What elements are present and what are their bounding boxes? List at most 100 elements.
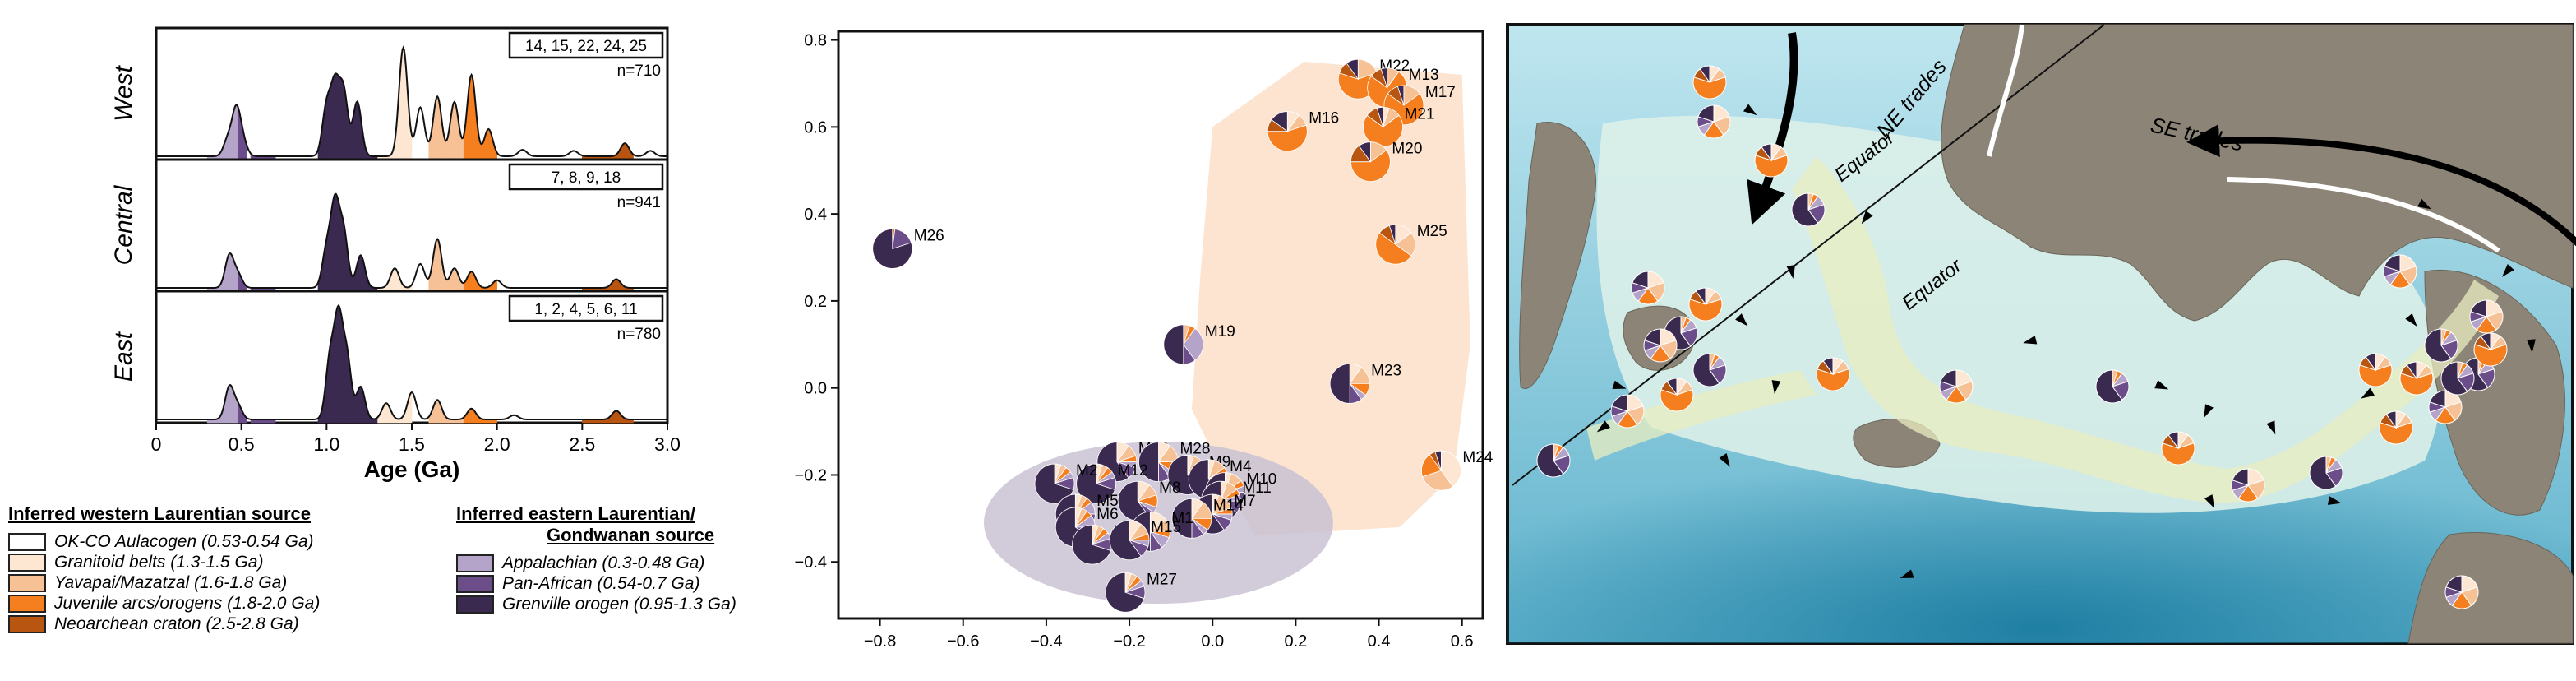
mds-point-m23: M23 — [1329, 362, 1401, 404]
kde-n-label: n=780 — [617, 326, 661, 343]
map-pie-slice — [1754, 155, 1789, 178]
legend-west-item: Granitoid belts (1.3-1.5 Ga) — [8, 552, 320, 572]
kde-x-tick-label: 1.0 — [313, 433, 339, 455]
mds-point-label: M25 — [1417, 223, 1447, 240]
legend-east-item: Appalachian (0.3-0.48 Ga) — [456, 553, 736, 573]
kde-x-tick-label: 0.5 — [229, 433, 255, 455]
mds-point-label: M5 — [1096, 493, 1118, 510]
mds-point-m19: M19 — [1163, 323, 1235, 365]
map-flow-arrow — [1900, 569, 1914, 579]
mds-x-tick-label: −0.6 — [947, 632, 979, 651]
map-pie-slice — [1536, 443, 1564, 478]
kde-x-axis-label: Age (Ga) — [364, 456, 460, 482]
mds-point-label: M8 — [1159, 479, 1180, 497]
map-flow-arrow — [2327, 496, 2342, 505]
map-sample-pies — [1536, 65, 2508, 609]
map-pie-slice — [1688, 299, 1723, 322]
map-flow-arrow — [2204, 494, 2215, 509]
map-pie-slice — [2384, 254, 2401, 272]
mds-pie-slice — [1434, 450, 1442, 471]
kde-region-label: West — [110, 64, 137, 121]
map-flow-arrow — [2417, 198, 2431, 210]
kde-panel: West 14, 15, 22, 24, 25 n=710 Central 7, 8, … — [0, 0, 740, 677]
kde-curve-east — [156, 304, 667, 420]
map-pie-slice — [1644, 328, 1661, 346]
legend-eastern: Inferred eastern Laurentian/ Gondwanan s… — [456, 503, 736, 614]
legend-west-swatch — [8, 573, 46, 592]
kde-x-tick-label: 0 — [151, 433, 162, 455]
map-pie-slice — [1822, 357, 1834, 376]
mds-plot-frame — [837, 30, 1484, 620]
map-depositional-belts — [1586, 156, 2499, 503]
mds-point-label: M14 — [1213, 497, 1244, 514]
legend-east-item: Grenville orogen (0.95-1.3 Ga) — [456, 594, 736, 614]
mds-x-tick-label: −0.4 — [1030, 632, 1062, 651]
mds-point-label: M2 — [1076, 462, 1097, 479]
map-pie-slice — [2480, 332, 2491, 351]
mds-pie-slice — [1422, 470, 1454, 491]
mds-pie-slice — [1267, 124, 1308, 151]
map-pie-slice — [2445, 575, 2463, 593]
se-trades-white-arrow — [2227, 177, 2500, 253]
mds-y-tick-label: 0.0 — [804, 380, 827, 398]
mds-pie-slice — [872, 229, 913, 269]
kde-x-tick-label: 1.5 — [399, 433, 425, 455]
map-pie-slice — [1666, 378, 1678, 396]
mds-point-label: M4 — [1230, 458, 1252, 475]
mds-pie-slice — [1271, 111, 1288, 132]
mds-point-label: M12 — [1118, 462, 1148, 479]
mds-x-tick-label: 0.4 — [1368, 632, 1391, 651]
mds-x-tick-label: 0.6 — [1451, 632, 1474, 651]
kde-samples-label: 1, 2, 4, 5, 6, 11 — [534, 301, 637, 318]
mds-point-label: M1 — [1171, 510, 1193, 527]
map-pie-slice — [2406, 361, 2417, 380]
legend-east-label: Appalachian (0.3-0.48 Ga) — [502, 553, 705, 572]
mds-pie-slice — [1380, 67, 1388, 88]
map-pie-slice — [1940, 369, 1957, 387]
kde-samples-box — [508, 31, 664, 59]
mds-x-tick-label: 0.0 — [1201, 632, 1224, 651]
legend-west-label: Juvenile arcs/orogens (1.8-2.0 Ga) — [54, 593, 321, 613]
map-pie-slice — [2309, 456, 2337, 490]
map-pie-slice — [2440, 361, 2468, 396]
map-pie-slice — [1816, 368, 1850, 391]
map-flow-arrow — [2361, 387, 2375, 399]
mds-pie-slice — [1375, 232, 1412, 265]
mds-pie-slice — [1163, 324, 1184, 365]
map-pie-slice — [2473, 344, 2508, 367]
mds-point-m21: M21 — [1363, 105, 1435, 147]
mds-point-m20: M20 — [1350, 141, 1422, 183]
mds-point-label: M27 — [1147, 571, 1177, 588]
paleogeographic-map: NE trades SE trades Equator Equator — [1504, 0, 2576, 677]
legend-east-swatch — [456, 595, 494, 614]
mds-point-label: M20 — [1392, 141, 1422, 158]
map-pie-slice — [1692, 353, 1720, 387]
legend-west-item: Neoarchean craton (2.5-2.8 Ga) — [8, 614, 320, 634]
mds-x-tick-label: −0.2 — [1113, 632, 1145, 651]
mds-y-tick-label: 0.4 — [804, 206, 827, 224]
mds-point-label: M7 — [1234, 493, 1255, 510]
mds-point-m27: M27 — [1105, 571, 1177, 613]
map-pie-slice — [2385, 410, 2397, 429]
map-flow-arrow — [1719, 453, 1730, 467]
mds-point-label: M21 — [1405, 105, 1435, 123]
map-pie-slice — [1695, 287, 1706, 306]
mds-point-m24: M24 — [1421, 449, 1493, 491]
kde-n-label: n=941 — [617, 194, 661, 211]
mds-x-tick-label: 0.2 — [1284, 632, 1307, 651]
legend-eastern-title-1: Inferred eastern Laurentian/ — [456, 503, 695, 524]
map-flow-arrow — [1786, 264, 1796, 279]
map-flow-arrow — [1861, 211, 1873, 225]
mds-y-tick-label: 0.8 — [804, 32, 827, 50]
kde-x-tick-label: 3.0 — [654, 433, 681, 455]
legend-west-label: OK-CO Aulacogen (0.53-0.54 Ga) — [54, 531, 314, 551]
mds-pie-slice — [1329, 363, 1350, 404]
mds-y-tick-label: 0.2 — [804, 293, 827, 311]
mds-x-tick-label: −0.8 — [864, 632, 896, 651]
mds-point-label: M6 — [1096, 506, 1118, 523]
map-landmasses — [1519, 24, 2574, 644]
map-flow-arrows — [1596, 104, 2536, 579]
map-flow-arrow — [1771, 380, 1781, 394]
mds-pie-slice — [1441, 450, 1461, 488]
mds-point-m12: M12 — [1076, 462, 1148, 504]
